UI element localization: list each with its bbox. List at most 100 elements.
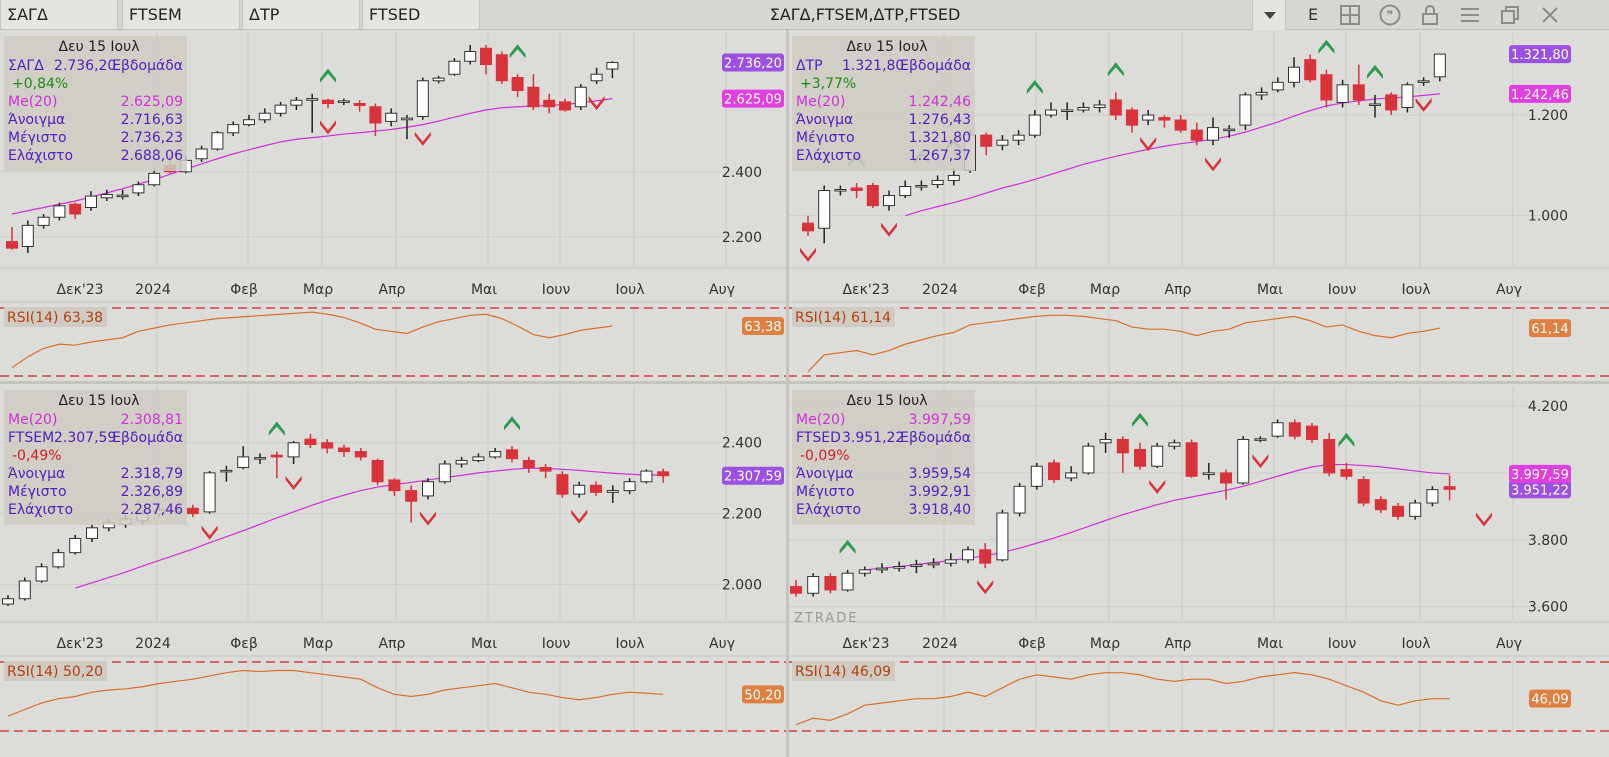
- sell-signal-icon: [320, 120, 336, 135]
- info-price: 1.321,80: [842, 58, 904, 74]
- price-badge: 3.951,22: [1511, 483, 1569, 498]
- grid-icon[interactable]: [1337, 2, 1363, 28]
- sell-signal-icon: [1149, 479, 1166, 494]
- info-label: Άνοιγμα: [796, 466, 853, 482]
- lock-icon[interactable]: [1417, 2, 1443, 28]
- info-label: Ελάχιστο: [8, 148, 73, 164]
- month-tick-label: Φεβ: [230, 282, 258, 298]
- menu-icon[interactable]: [1457, 2, 1483, 28]
- candle-body: [227, 124, 240, 134]
- rsi-line: [795, 672, 1450, 726]
- candle-body: [1288, 422, 1301, 437]
- row-divider: [0, 381, 1609, 384]
- candle-body: [354, 451, 367, 458]
- chevron-down-icon: [1264, 12, 1276, 19]
- sell-signal-icon: [881, 222, 897, 237]
- candle-body: [195, 148, 208, 160]
- y-tick-label: 3.800: [1528, 533, 1568, 549]
- candle-body: [132, 184, 145, 194]
- candle-body: [254, 457, 266, 460]
- rsi-value: 63,38: [63, 310, 103, 326]
- buy-signal-icon: [320, 68, 336, 83]
- info-value: 3.997,59: [909, 412, 971, 428]
- candle-body: [807, 576, 820, 594]
- tab-dtr[interactable]: ΔΤΡ: [242, 0, 360, 30]
- buy-signal-icon: [509, 44, 526, 59]
- info-label: Me(20): [796, 94, 845, 110]
- candle-body: [1357, 479, 1370, 504]
- sell-signal-icon: [420, 511, 436, 526]
- candle-body: [996, 139, 1009, 146]
- candle-body: [290, 99, 303, 106]
- candle-body: [274, 104, 287, 114]
- info-change: +0,84%: [12, 76, 68, 92]
- tab-ftsed[interactable]: FTSED: [362, 0, 480, 30]
- rsi-label: RSI(14): [7, 310, 58, 326]
- buy-signal-icon: [1318, 39, 1335, 54]
- candle-body: [438, 463, 451, 483]
- y-tick-label: 2.200: [722, 230, 762, 246]
- candle-body: [606, 490, 619, 493]
- candle-body: [448, 60, 461, 75]
- candle-body: [1151, 445, 1164, 467]
- month-tick-label: Μαρ: [303, 636, 333, 652]
- candle-body: [543, 99, 556, 108]
- month-tick-label: Μαρ: [1090, 282, 1120, 298]
- month-tick-label: Απρ: [1165, 636, 1192, 652]
- candle-body: [1392, 505, 1404, 517]
- candle-body: [422, 481, 434, 497]
- month-tick-label: 2024: [922, 636, 958, 652]
- candle-body: [1142, 114, 1155, 121]
- candle-body: [1048, 462, 1060, 481]
- candle-body: [85, 195, 97, 208]
- sell-signal-icon: [800, 247, 816, 262]
- candle-body: [338, 447, 350, 453]
- candle-body: [401, 117, 413, 121]
- info-label: Ελάχιστο: [796, 502, 861, 518]
- candle-body: [511, 77, 524, 91]
- info-date: Δευ 15 Ιουλ: [58, 393, 139, 409]
- info-label: Άνοιγμα: [8, 112, 65, 128]
- candle-body: [1306, 425, 1318, 440]
- candle-body: [37, 216, 50, 226]
- info-value: 2.736,23: [121, 130, 183, 146]
- price-badge: 2.307,59: [724, 470, 782, 485]
- tab-ftsem[interactable]: FTSEM: [122, 0, 240, 30]
- info-value: 2.308,81: [121, 412, 183, 428]
- info-price: 3.951,22: [842, 430, 904, 446]
- month-tick-label: Αυγ: [1496, 636, 1522, 652]
- candle-body: [824, 576, 837, 591]
- candle-body: [35, 566, 48, 582]
- rsi-badge: 61,14: [1531, 322, 1568, 337]
- quote-icon[interactable]: ❞: [1377, 2, 1403, 28]
- candle-body: [322, 99, 334, 104]
- buy-signal-icon: [268, 421, 285, 436]
- candle-body: [353, 103, 366, 106]
- rsi-label-box: [4, 661, 107, 681]
- month-tick-label: 2024: [135, 636, 171, 652]
- candle-body: [258, 112, 271, 121]
- candle-body: [915, 184, 928, 188]
- candle-body: [1409, 502, 1422, 517]
- month-tick-label: Απρ: [379, 636, 406, 652]
- candle-body: [18, 580, 31, 600]
- info-box: [792, 36, 975, 171]
- candle-body: [1045, 109, 1057, 116]
- price-badge-bg: [1509, 45, 1571, 64]
- buy-signal-icon: [1367, 64, 1383, 79]
- close-icon[interactable]: [1537, 2, 1563, 28]
- info-symbol: FTSEM: [8, 430, 54, 446]
- candle-body: [1254, 438, 1267, 441]
- month-tick-label: Φεβ: [1018, 282, 1046, 298]
- e-button[interactable]: E: [1307, 5, 1319, 24]
- candle-body: [841, 572, 854, 591]
- candle-body: [876, 567, 888, 571]
- candle-body: [1028, 114, 1041, 136]
- restore-icon[interactable]: [1497, 2, 1523, 28]
- candle-body: [962, 549, 974, 561]
- info-value: 3.959,54: [909, 466, 971, 482]
- candle-body: [883, 195, 895, 207]
- tab-sagd[interactable]: ΣΑΓΔ: [0, 0, 118, 30]
- symbol-dropdown-button[interactable]: [1252, 0, 1286, 30]
- candle-body: [69, 203, 82, 215]
